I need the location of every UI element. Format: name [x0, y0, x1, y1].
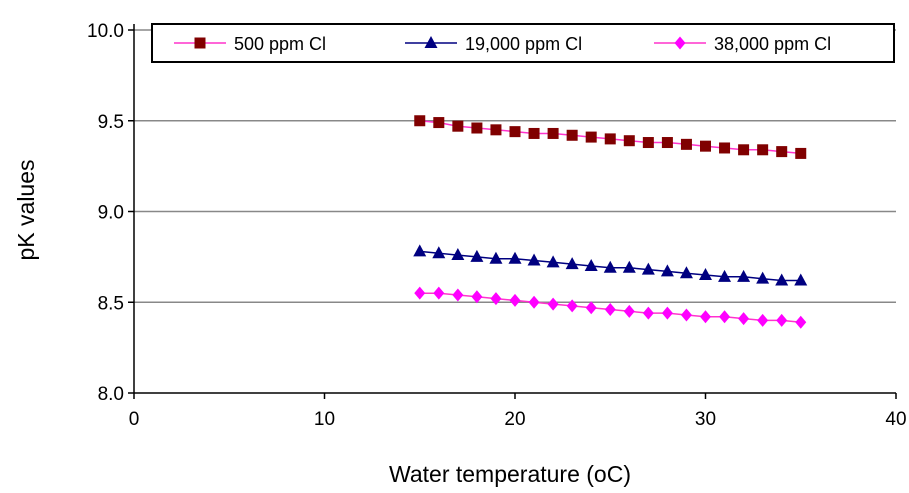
series-0-point-8 [566, 129, 578, 141]
series-2-point-19 [776, 313, 788, 327]
x-tick-label-0: 0 [129, 409, 140, 430]
series-2-point-1 [433, 286, 445, 300]
x-tick-label-1: 10 [314, 409, 335, 430]
series-2-point-4 [490, 292, 502, 306]
series-2-point-11 [623, 304, 635, 318]
series-1-point-17 [737, 269, 751, 282]
y-tick-label-4: 10.0 [87, 21, 124, 42]
series-2-point-6 [528, 295, 540, 309]
series-2-point-7 [547, 297, 559, 311]
series-1 [413, 244, 808, 286]
y-tick-label-0: 8.0 [98, 384, 124, 405]
series-1-point-8 [565, 257, 579, 270]
series-1-point-14 [679, 266, 693, 279]
series-2-point-8 [566, 299, 578, 313]
series-1-point-6 [527, 253, 541, 266]
series-0-point-14 [680, 138, 692, 150]
series-2-point-14 [680, 308, 692, 322]
series-2-point-3 [471, 290, 483, 304]
legend-label-1: 19,000 ppm Cl [465, 34, 582, 54]
series-1-point-9 [584, 258, 598, 271]
series-2-point-16 [719, 310, 731, 324]
series-0-point-20 [795, 147, 807, 159]
x-axis-title: Water temperature (oC) [389, 461, 631, 487]
series-1-point-0 [413, 244, 427, 257]
series-0-point-18 [757, 144, 769, 156]
series-2-point-17 [738, 312, 750, 326]
series-1-point-13 [660, 264, 674, 277]
series-1-point-15 [699, 268, 712, 281]
legend-box [151, 23, 895, 63]
legend-label-0: 500 ppm Cl [234, 34, 326, 54]
series-layer [413, 115, 808, 329]
series-1-point-7 [546, 255, 560, 268]
series-1-point-5 [508, 251, 522, 264]
series-0-point-0 [414, 115, 426, 127]
series-0-point-2 [452, 120, 464, 132]
y-tick-label-3: 9.5 [98, 112, 124, 133]
series-0-point-9 [585, 131, 597, 143]
series-0-point-11 [623, 135, 635, 147]
legend-label-2: 38,000 ppm Cl [714, 34, 831, 54]
series-1-point-12 [641, 262, 655, 275]
series-0-point-19 [776, 146, 788, 158]
series-1-point-2 [451, 248, 465, 261]
series-0-point-12 [642, 137, 654, 149]
x-tick-label-3: 30 [695, 409, 716, 430]
y-tick-label-2: 9.0 [98, 203, 124, 224]
series-0-point-3 [471, 122, 483, 134]
series-1-point-11 [622, 260, 636, 273]
series-0-point-7 [547, 127, 559, 139]
series-1-point-19 [775, 273, 789, 286]
series-0-point-15 [700, 140, 711, 152]
series-1-point-18 [756, 271, 770, 284]
series-2-point-12 [642, 306, 654, 320]
series-1-point-16 [718, 269, 732, 282]
series-0-point-17 [738, 144, 750, 156]
legend-marker-1 [424, 36, 438, 48]
series-2-point-2 [452, 288, 464, 302]
series-0-point-6 [528, 127, 540, 139]
series-0-point-5 [509, 126, 521, 138]
series-0-point-4 [490, 124, 502, 136]
x-tick-label-2: 20 [504, 409, 525, 430]
legend-marker-0 [194, 37, 206, 49]
legend-marker-2 [674, 36, 686, 50]
series-2-point-18 [757, 313, 769, 327]
series-0 [414, 115, 807, 159]
x-tick-label-4: 40 [885, 409, 906, 430]
series-0-point-16 [719, 142, 731, 154]
y-tick-label-1: 8.5 [98, 293, 124, 314]
tick-labels: 8.0 8.5 9.0 9.5 10.0 0 10 20 30 40 [87, 21, 907, 430]
series-2 [414, 286, 807, 329]
series-2-point-13 [661, 306, 673, 320]
series-2-point-20 [795, 315, 807, 329]
series-2-point-9 [585, 301, 597, 315]
axes [128, 24, 897, 399]
series-2-point-10 [604, 303, 616, 317]
series-2-point-15 [700, 310, 711, 324]
series-0-point-1 [433, 117, 445, 129]
legend: 500 ppm Cl 19,000 ppm Cl 38,000 ppm Cl [151, 23, 895, 63]
series-1-point-4 [489, 251, 503, 264]
series-0-point-13 [661, 137, 673, 149]
series-1-point-1 [432, 246, 446, 259]
y-axis-title: pK values [13, 159, 39, 260]
series-1-point-3 [470, 249, 484, 262]
series-2-point-0 [414, 286, 426, 300]
series-0-point-10 [604, 133, 616, 145]
series-1-point-10 [603, 260, 617, 273]
series-1-point-20 [794, 273, 808, 286]
series-2-point-5 [509, 293, 521, 307]
